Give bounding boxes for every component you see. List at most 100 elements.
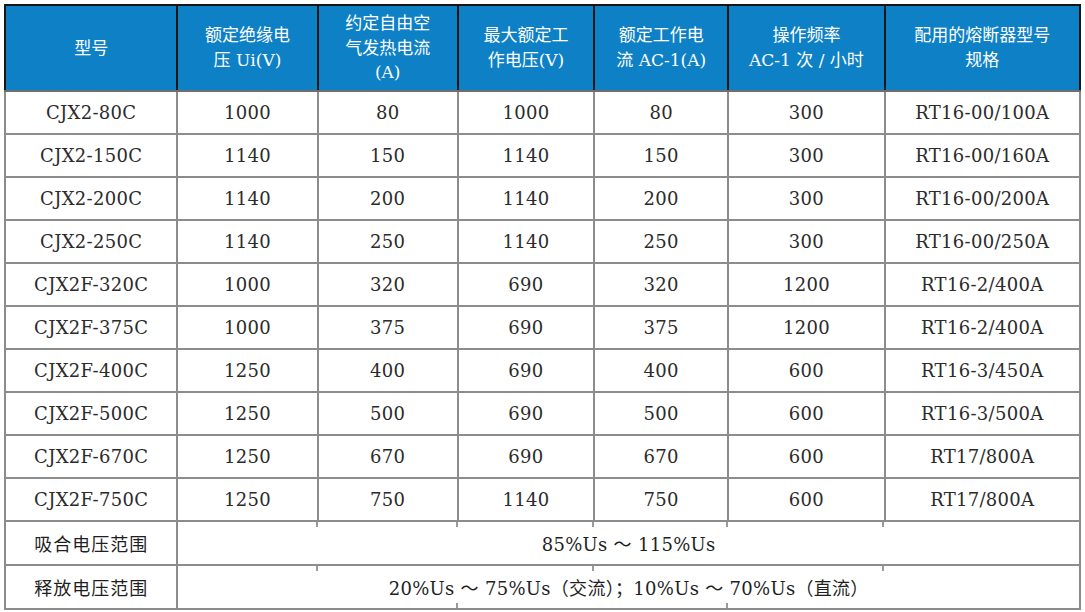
table-row: CJX2F-750C 1250 750 1140 750 600 RT17/80… <box>5 478 1080 521</box>
header-rated-insulation-voltage: 额定绝缘电 压 Ui(V) <box>177 5 317 91</box>
cell-thermal-current: 250 <box>318 220 458 263</box>
cell-ac1-current: 200 <box>594 177 728 220</box>
cell-fuse: RT16-00/250A <box>885 220 1080 263</box>
table-body: CJX2-80C 1000 80 1000 80 300 RT16-00/100… <box>5 91 1080 521</box>
cell-max-voltage: 690 <box>458 349 594 392</box>
gridline-stub <box>456 603 458 608</box>
release-voltage-text: 20%Us ～ 75%Us（交流）；10%Us ～ 70%Us（直流） <box>389 578 869 599</box>
table-row: CJX2F-500C 1250 500 690 500 600 RT16-3/5… <box>5 392 1080 435</box>
cell-insulation-voltage: 1250 <box>177 435 317 478</box>
table-row: CJX2-250C 1140 250 1140 250 300 RT16-00/… <box>5 220 1080 263</box>
gridline-stub <box>456 522 458 527</box>
cell-fuse: RT16-00/160A <box>885 134 1080 177</box>
cell-thermal-current: 375 <box>318 306 458 349</box>
cell-frequency: 300 <box>728 134 884 177</box>
cell-max-voltage: 1140 <box>458 177 594 220</box>
table-row: CJX2F-375C 1000 375 690 375 1200 RT16-2/… <box>5 306 1080 349</box>
cell-fuse: RT17/800A <box>885 435 1080 478</box>
cell-max-voltage: 1140 <box>458 478 594 521</box>
header-rated-operational-current-ac1: 额定工作电 流 AC-1(A) <box>594 5 728 91</box>
gridline-stub <box>726 522 728 527</box>
pickup-voltage-text: 85%Us ～ 115%Us <box>542 534 716 555</box>
cell-thermal-current: 150 <box>318 134 458 177</box>
table-header-row: 型号 额定绝缘电 压 Ui(V) 约定自由空 气发热电流 (A) 最大额定工 作… <box>5 5 1080 91</box>
cell-insulation-voltage: 1140 <box>177 134 317 177</box>
contactor-spec-table: 型号 额定绝缘电 压 Ui(V) 约定自由空 气发热电流 (A) 最大额定工 作… <box>4 4 1081 610</box>
cell-model: CJX2F-320C <box>5 263 177 306</box>
cell-frequency: 600 <box>728 435 884 478</box>
cell-max-voltage: 690 <box>458 392 594 435</box>
cell-max-voltage: 690 <box>458 435 594 478</box>
spec-sheet: 型号 额定绝缘电 压 Ui(V) 约定自由空 气发热电流 (A) 最大额定工 作… <box>0 0 1085 612</box>
gridline-stub <box>882 566 884 571</box>
pickup-voltage-value: 85%Us ～ 115%Us <box>177 521 1080 565</box>
release-voltage-label: 释放电压范围 <box>5 565 177 609</box>
cell-frequency: 1200 <box>728 263 884 306</box>
table-row: CJX2-80C 1000 80 1000 80 300 RT16-00/100… <box>5 91 1080 134</box>
table-row: CJX2F-670C 1250 670 690 670 600 RT17/800… <box>5 435 1080 478</box>
header-operating-frequency: 操作频率 AC-1 次 / 小时 <box>728 5 884 91</box>
cell-fuse: RT17/800A <box>885 478 1080 521</box>
table-row: CJX2-150C 1140 150 1140 150 300 RT16-00/… <box>5 134 1080 177</box>
header-model: 型号 <box>5 5 177 91</box>
pickup-voltage-label: 吸合电压范围 <box>5 521 177 565</box>
cell-fuse: RT16-00/200A <box>885 177 1080 220</box>
gridline-stub <box>592 522 594 527</box>
cell-insulation-voltage: 1000 <box>177 91 317 134</box>
cell-thermal-current: 500 <box>318 392 458 435</box>
cell-ac1-current: 150 <box>594 134 728 177</box>
gridline-stub <box>592 566 594 571</box>
cell-insulation-voltage: 1250 <box>177 349 317 392</box>
cell-frequency: 300 <box>728 91 884 134</box>
cell-thermal-current: 80 <box>318 91 458 134</box>
cell-frequency: 600 <box>728 478 884 521</box>
cell-thermal-current: 750 <box>318 478 458 521</box>
cell-ac1-current: 500 <box>594 392 728 435</box>
cell-max-voltage: 690 <box>458 263 594 306</box>
cell-frequency: 1200 <box>728 306 884 349</box>
cell-ac1-current: 670 <box>594 435 728 478</box>
cell-ac1-current: 400 <box>594 349 728 392</box>
table-row: CJX2F-400C 1250 400 690 400 600 RT16-3/4… <box>5 349 1080 392</box>
cell-frequency: 600 <box>728 349 884 392</box>
cell-model: CJX2-250C <box>5 220 177 263</box>
cell-thermal-current: 200 <box>318 177 458 220</box>
table-footer: 吸合电压范围 85%Us ～ 115%Us 释放电压范围 <box>5 521 1080 609</box>
gridline-stub <box>882 522 884 527</box>
cell-insulation-voltage: 1000 <box>177 306 317 349</box>
cell-max-voltage: 1140 <box>458 134 594 177</box>
cell-model: CJX2-150C <box>5 134 177 177</box>
cell-fuse: RT16-00/100A <box>885 91 1080 134</box>
cell-thermal-current: 400 <box>318 349 458 392</box>
cell-insulation-voltage: 1000 <box>177 263 317 306</box>
cell-fuse: RT16-3/500A <box>885 392 1080 435</box>
release-voltage-row: 释放电压范围 20%Us ～ 75%Us（交流）；10%Us ～ 70%Us（直… <box>5 565 1080 609</box>
cell-frequency: 600 <box>728 392 884 435</box>
gridline-stub <box>316 522 318 527</box>
cell-model: CJX2F-375C <box>5 306 177 349</box>
cell-insulation-voltage: 1250 <box>177 478 317 521</box>
header-conventional-free-air-thermal-current: 约定自由空 气发热电流 (A) <box>318 5 458 91</box>
cell-model: CJX2F-500C <box>5 392 177 435</box>
cell-insulation-voltage: 1250 <box>177 392 317 435</box>
cell-insulation-voltage: 1140 <box>177 177 317 220</box>
cell-frequency: 300 <box>728 177 884 220</box>
cell-model: CJX2F-670C <box>5 435 177 478</box>
pickup-voltage-row: 吸合电压范围 85%Us ～ 115%Us <box>5 521 1080 565</box>
header-max-rated-operational-voltage: 最大额定工 作电压(V) <box>458 5 594 91</box>
cell-ac1-current: 80 <box>594 91 728 134</box>
cell-ac1-current: 375 <box>594 306 728 349</box>
cell-model: CJX2F-750C <box>5 478 177 521</box>
cell-fuse: RT16-3/450A <box>885 349 1080 392</box>
cell-model: CJX2-200C <box>5 177 177 220</box>
gridline-stub <box>316 566 318 571</box>
cell-model: CJX2-80C <box>5 91 177 134</box>
table-row: CJX2F-320C 1000 320 690 320 1200 RT16-2/… <box>5 263 1080 306</box>
cell-max-voltage: 1000 <box>458 91 594 134</box>
cell-max-voltage: 690 <box>458 306 594 349</box>
release-voltage-value: 20%Us ～ 75%Us（交流）；10%Us ～ 70%Us（直流） <box>177 565 1080 609</box>
cell-ac1-current: 250 <box>594 220 728 263</box>
cell-insulation-voltage: 1140 <box>177 220 317 263</box>
gridline-stub <box>726 603 728 608</box>
table-row: CJX2-200C 1140 200 1140 200 300 RT16-00/… <box>5 177 1080 220</box>
